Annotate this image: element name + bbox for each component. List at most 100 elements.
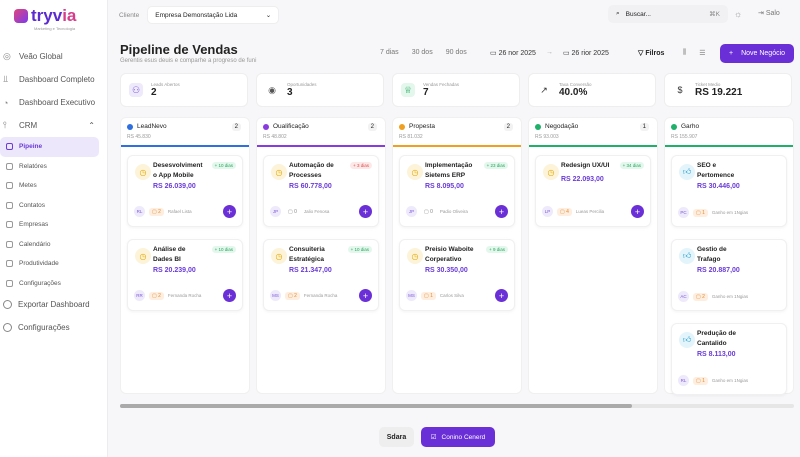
deal-value: RS 8.113,00 (697, 351, 736, 358)
client-select[interactable]: Empresa Demonstação Lida ⌄ (147, 6, 280, 24)
board-horizontal-scrollbar[interactable] (120, 404, 794, 408)
sidebar-crm-item-1[interactable]: Relatóres (0, 157, 99, 177)
column-name: Propesta (409, 123, 436, 130)
sidebar-item-label: Exportar Dashboard (18, 300, 90, 309)
add-activity-button[interactable]: + (359, 289, 372, 302)
sidebar-bottom-item-1[interactable]: Configurações (0, 316, 107, 339)
clock-icon: ◷ (407, 248, 423, 264)
deal-card[interactable]: ◷ Automação de Processes + 3 dias RS 60.778… (263, 155, 379, 227)
avatar: MS (406, 290, 417, 301)
sidebar-item-3[interactable]: ⫯ CRM ⌃ (0, 114, 107, 137)
sidebar-bottom-item-0[interactable]: Exportar Dashboard (0, 293, 107, 316)
deal-card[interactable]: ◷ Desesvolviment o App Mobile + 10 dias RS … (127, 155, 243, 227)
calendar-icon: ▭ (562, 50, 572, 57)
sidebar-item-label: Produtividade (19, 260, 59, 268)
deal-owner: Lueas Percilia (575, 209, 605, 214)
kpi-label: Leads Abertos (151, 82, 180, 87)
comment-count: 0 (430, 208, 433, 215)
add-activity-button[interactable]: + (223, 289, 236, 302)
new-deal-button[interactable]: + Nove Negócio (720, 44, 794, 63)
add-activity-button[interactable]: + (223, 205, 236, 218)
sidebar-item-label: Calendário (19, 240, 51, 248)
sidebar-item-0[interactable]: ◎ Veão Global (0, 45, 107, 68)
sidebar-item-1[interactable]: ⫫ Dashboard Completo (0, 68, 107, 91)
list-view-icon[interactable]: ☰ (699, 50, 706, 57)
sidebar-item-label: Veão Global (19, 52, 63, 61)
kanban-view-icon[interactable]: ⫼ (683, 49, 687, 56)
deal-owner: Ganho em 1Ngias (711, 210, 749, 215)
deal-age-badge: + 23 dias (483, 162, 508, 169)
sidebar-crm-item-0[interactable]: Pipeine (0, 137, 99, 157)
sidebar-crm-item-5[interactable]: Calendário (0, 235, 99, 255)
pipeline-column: Propesta 2 RS 81.032 ◷ Implementação Sietems… (392, 117, 522, 394)
add-activity-button[interactable]: + (631, 205, 644, 218)
sidebar-crm-item-4[interactable]: Empresas (0, 215, 99, 235)
range-90-days[interactable]: 90 dos (445, 49, 467, 56)
deal-value: RS 60.778,00 (289, 183, 332, 190)
avatar: JP (270, 206, 281, 217)
comment-count: 1 (702, 209, 705, 216)
kpi-label: Taxa Conversão (559, 82, 592, 87)
logo-icon (14, 9, 28, 23)
sidebar-crm-item-7[interactable]: Configurações (0, 274, 99, 294)
deal-value: RS 21.347,00 (289, 267, 332, 274)
sidebar-crm-item-6[interactable]: Produtividade (0, 254, 99, 274)
avatar: MS (270, 290, 281, 301)
deal-card[interactable]: ◷ Preisio Waboite Corperativo + 9 dias RS 3… (399, 239, 515, 311)
scrollbar-thumb[interactable] (120, 404, 632, 408)
deal-card[interactable]: ◷ Análise de Dades BI + 10 dias RS 20.239,0… (127, 239, 243, 311)
nav-icon (6, 260, 13, 268)
deal-card[interactable]: 👍︎ Gestio de Trafago RS 20.887,00 AC ▢ 2 Ganh… (671, 239, 787, 311)
primary-button[interactable]: ☑ Conino Cenerd (421, 427, 495, 447)
comments-badge: ▢ 2 (693, 292, 708, 301)
chevron-down-icon: ⌄ (265, 12, 272, 19)
nav-icon: ◔ (3, 97, 9, 108)
secondary-button[interactable]: Sdara (379, 427, 414, 447)
date-range: ▭ 26 nor 2025 → ▭ 26 rior 2025 (490, 49, 609, 57)
nav-icon: ⫫ (3, 74, 9, 84)
deal-age-badge: + 10 dias (211, 246, 236, 253)
nav-icon: ◎ (3, 51, 11, 61)
deal-card[interactable]: ◷ Consuiteria Estratégica + 10 dias RS 21.3… (263, 239, 379, 311)
range-7-days[interactable]: 7 dias (380, 49, 399, 56)
sidebar-item-label: Pipeine (19, 143, 43, 151)
brand-logo[interactable]: tryvia (0, 0, 107, 26)
stage-dot-icon (399, 123, 405, 130)
sidebar-crm-item-3[interactable]: Contatos (0, 196, 99, 216)
comments-badge: ▢ 0 (421, 208, 436, 216)
theme-icon[interactable]: ☼ (734, 9, 743, 19)
clock-icon: ◷ (271, 164, 287, 180)
sidebar-item-2[interactable]: ◔ Dashboard Executivo (0, 91, 107, 114)
kpi-card: ↗ Taxa Conversão 40.0% (528, 73, 656, 107)
deal-title: Automação de Processes (289, 162, 334, 179)
date-to[interactable]: ▭ 26 rior 2025 (562, 50, 609, 57)
kpi-value: RS 19.221 (695, 87, 743, 98)
users-icon: ⚇ (129, 83, 143, 97)
deal-card[interactable]: ◷ Redesign UX/UI + 34 dias RS 22.093,00 LP ▢ … (535, 155, 651, 227)
top-bar: Cliente Empresa Demonstação Lida ⌄ ⌕ Busca… (108, 0, 800, 30)
kpi-value: 7 (423, 87, 429, 98)
brand-tagline: Marketing e Tecnologia (34, 26, 76, 31)
comments-badge: ▢ 0 (285, 208, 300, 216)
sidebar-item-label: Empresas (19, 221, 49, 229)
nav-icon (6, 279, 13, 287)
range-30-days[interactable]: 30 dos (411, 49, 433, 56)
filters-button[interactable]: ▽ Filros (638, 50, 665, 57)
comment-icon: ▢ (424, 292, 431, 299)
logout-icon: ⇥ (758, 10, 766, 17)
check-square-icon: ☑ (430, 434, 437, 441)
date-from[interactable]: ▭ 26 nor 2025 (490, 50, 536, 57)
deal-card[interactable]: 👍︎ SEO e Pertomence RS 30.446,00 PC ▢ 1 Ganho… (671, 155, 787, 227)
search-input[interactable]: ⌕ Buscar... ⌘K (608, 5, 728, 23)
logout-button[interactable]: ⇥ Salo (758, 10, 780, 17)
add-activity-button[interactable]: + (359, 205, 372, 218)
add-activity-button[interactable]: + (495, 289, 508, 302)
deal-title: Desesvolviment o App Mobile (153, 162, 203, 179)
sidebar-crm-item-2[interactable]: Metes (0, 176, 99, 196)
comment-icon: ▢ (560, 208, 567, 215)
add-activity-button[interactable]: + (495, 205, 508, 218)
comment-count: 1 (702, 377, 705, 384)
deal-card[interactable]: ◷ Implementação Sietems ERP + 23 dias RS 8.… (399, 155, 515, 227)
comment-icon: ▢ (696, 293, 703, 300)
